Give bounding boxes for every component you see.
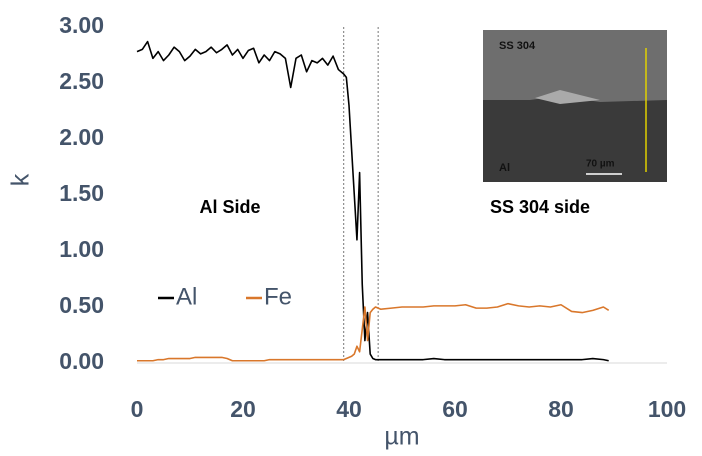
- x-tick-label: 0: [131, 396, 144, 422]
- x-tick-label: 20: [230, 396, 256, 422]
- x-axis-label: µm: [384, 423, 419, 451]
- data-line: [136, 40, 609, 362]
- annotation: Al Side: [199, 197, 260, 217]
- x-tick-label: 60: [442, 396, 468, 422]
- y-axis-label: k: [7, 173, 35, 186]
- inset-image: SS 304 Al 70 µm: [483, 30, 667, 182]
- y-tick-label: 3.00: [59, 12, 104, 38]
- inset-label: Al: [499, 162, 510, 174]
- legend-label: Al: [176, 283, 197, 310]
- inset-label: SS 304: [499, 40, 536, 52]
- y-tick-label: 0.50: [59, 292, 104, 318]
- annotation: SS 304 side: [490, 197, 590, 217]
- y-tick-label: 2.00: [59, 124, 104, 150]
- legend-label: Fe: [264, 283, 292, 310]
- y-tick-label: 1.50: [59, 180, 104, 206]
- x-tick-label: 100: [648, 396, 686, 422]
- x-tick-label: 40: [336, 396, 362, 422]
- inset-scale-label: 70 µm: [586, 159, 615, 170]
- y-tick-label: 2.50: [59, 68, 104, 94]
- inset-interface: [535, 90, 600, 104]
- y-tick-label: 0.00: [59, 348, 104, 374]
- x-tick-label: 80: [548, 396, 574, 422]
- inset-upper-region: [483, 30, 667, 102]
- data-line: [137, 302, 610, 362]
- y-tick-label: 1.00: [59, 236, 104, 262]
